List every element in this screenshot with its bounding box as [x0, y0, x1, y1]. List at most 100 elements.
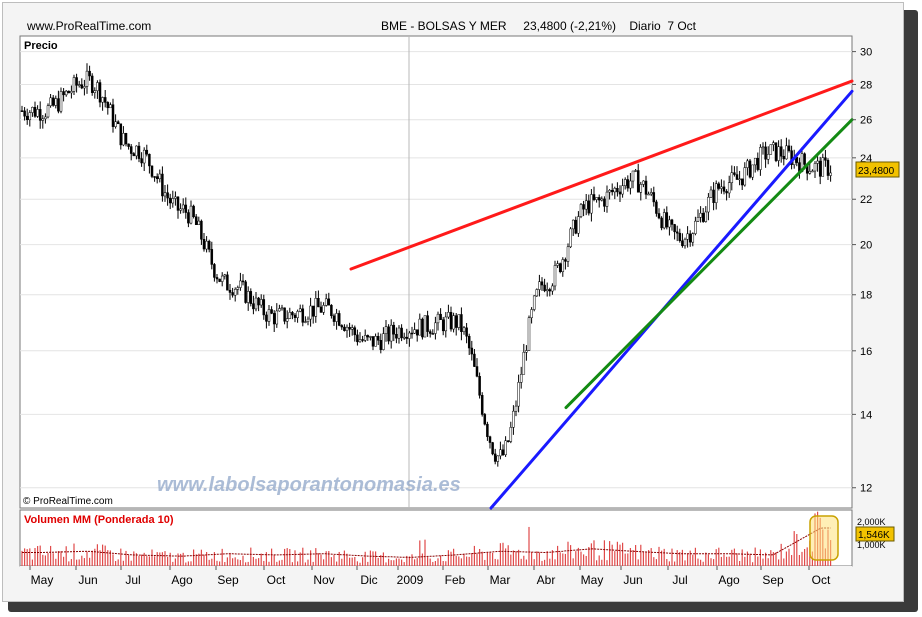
price-candle-body	[124, 133, 128, 145]
price-candle-body	[475, 366, 479, 377]
price-candle-body	[218, 278, 221, 282]
price-candle-body	[262, 299, 266, 316]
price-candle-body	[764, 146, 767, 160]
price-candle-body	[644, 180, 648, 195]
price-candle-body	[415, 329, 419, 336]
price-candle-body	[803, 153, 806, 165]
price-candle-body	[712, 189, 715, 203]
price-candle-body	[296, 311, 299, 318]
price-candle-body	[49, 97, 52, 106]
x-axis-label: Jun	[623, 573, 642, 587]
x-axis-label: Dic	[360, 573, 377, 587]
price-candle-body	[603, 198, 606, 207]
price-candle-body	[587, 200, 591, 214]
x-axis-label: Sep	[217, 573, 239, 587]
price-candle-body	[405, 336, 409, 339]
price-candle-body	[629, 180, 632, 189]
last-price-badge: 23,4800	[855, 161, 900, 178]
price-candle-body	[512, 410, 515, 428]
price-candle-body	[93, 90, 97, 93]
price-candle-body	[826, 160, 830, 176]
site-url[interactable]: www.ProRealTime.com	[27, 19, 152, 33]
price-candle-body	[616, 188, 619, 193]
volume-badge-bg	[855, 526, 895, 542]
price-candle-body	[31, 107, 34, 113]
price-candle-body	[90, 75, 94, 93]
price-candle-body	[54, 98, 58, 106]
price-candle-body	[774, 142, 778, 161]
price-candle-body	[231, 292, 234, 296]
price-candle-body	[213, 264, 216, 278]
price-candle-body	[821, 157, 825, 177]
price-candle-body	[382, 333, 385, 350]
price-candle-body	[384, 326, 388, 334]
x-axis-label: 2009	[397, 573, 424, 587]
price-candle-body	[387, 326, 390, 342]
price-candle-body	[824, 157, 827, 161]
price-candle-body	[649, 192, 653, 195]
price-candle-body	[67, 90, 71, 94]
x-axis-label: May	[31, 573, 54, 587]
price-candle-body	[600, 198, 604, 201]
price-candle-body	[748, 160, 752, 178]
slow-support-trendline	[564, 118, 854, 410]
price-candle-body	[220, 275, 224, 282]
x-axis-label: Abr	[537, 573, 556, 587]
price-candle-body	[717, 183, 721, 189]
price-candle-body	[197, 220, 201, 225]
price-candle-body	[116, 121, 120, 125]
price-candle-body	[350, 327, 354, 330]
price-candle-body	[174, 196, 177, 199]
price-candle-body	[681, 240, 684, 247]
price-candle-body	[371, 336, 375, 347]
price-candle-body	[202, 239, 206, 250]
price-candle-body	[44, 116, 47, 120]
price-candle-body	[278, 308, 281, 312]
price-candle-body	[631, 170, 635, 182]
price-candle-body	[704, 211, 708, 222]
price-y-tick-label: 12	[860, 483, 872, 495]
price-candle-body	[392, 324, 396, 335]
price-candle-body	[148, 153, 151, 167]
price-candle-body	[189, 205, 193, 224]
price-candle-body	[241, 280, 245, 283]
price-candle-body	[20, 110, 24, 112]
price-candle-body	[509, 427, 513, 442]
price-candle-body	[813, 163, 817, 172]
price-candle-body	[621, 185, 624, 195]
price-candle-body	[366, 335, 370, 338]
price-candle-body	[486, 423, 489, 437]
price-candle-body	[457, 314, 461, 328]
price-candle-body	[80, 84, 84, 89]
price-candle-body	[88, 70, 91, 77]
price-candle-body	[431, 333, 435, 335]
price-candle-body	[701, 212, 705, 222]
price-candle-body	[434, 322, 437, 334]
price-candle-body	[506, 440, 510, 442]
price-candle-body	[722, 186, 726, 192]
price-candle-body	[194, 216, 198, 225]
price-candle-body	[738, 178, 741, 181]
price-candle-body	[725, 191, 728, 194]
price-candle-body	[132, 153, 136, 157]
price-candle-body	[215, 277, 219, 280]
price-candle-body	[772, 142, 775, 145]
price-candle-body	[272, 313, 276, 325]
price-candle-body	[324, 298, 328, 306]
price-candle-body	[207, 240, 211, 250]
price-candle-body	[808, 171, 812, 174]
price-candle-body	[155, 176, 159, 180]
price-candle-body	[483, 414, 487, 425]
price-candle-body	[501, 449, 505, 456]
price-candle-body	[421, 318, 424, 338]
price-candle-body	[634, 170, 637, 172]
price-candle-body	[57, 98, 60, 112]
resistance-trendline	[349, 79, 854, 271]
x-axis: May Jun Jul Ago Sep Oct Nov Dic 2009 Feb Mar Abr May…	[29, 566, 831, 587]
trendlines	[349, 79, 854, 510]
volume-last-badge: 1,546K	[855, 526, 895, 542]
price-candle-body	[439, 313, 442, 320]
watermark: www.labolsaporantonomasia.es	[157, 474, 461, 496]
price-y-tick-label: 28	[860, 79, 872, 91]
price-y-tick-label: 20	[860, 240, 872, 252]
